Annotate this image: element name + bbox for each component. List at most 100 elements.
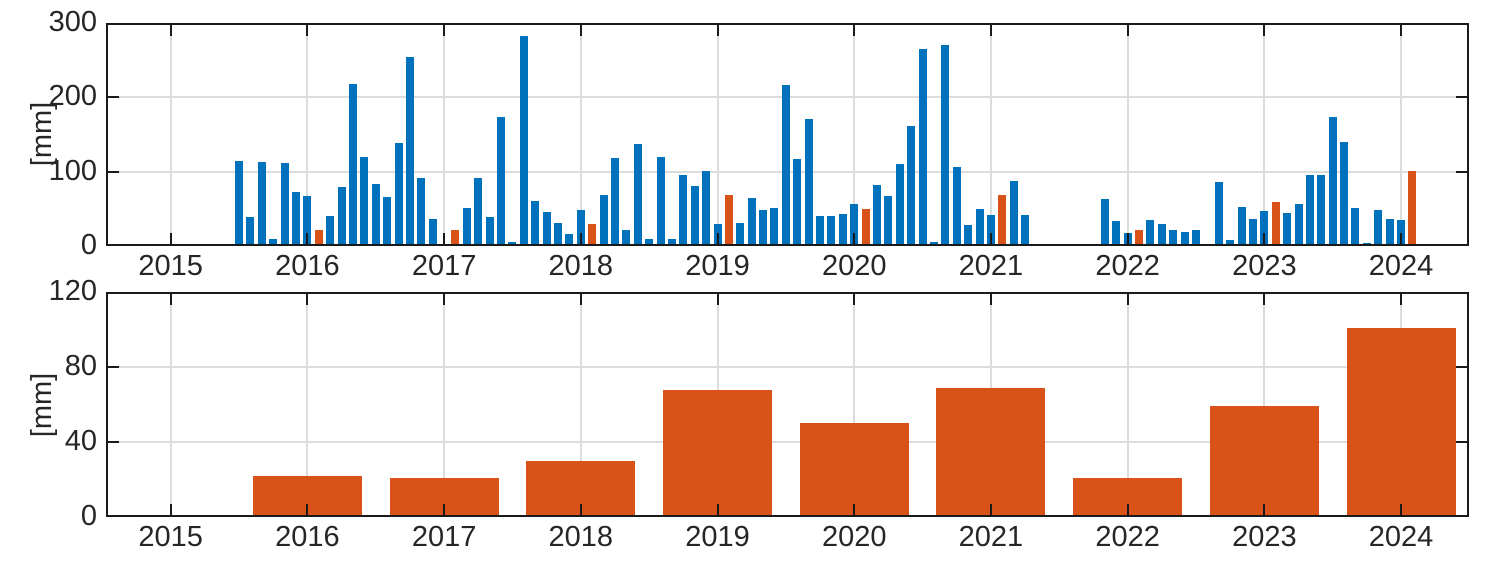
bar-2018-05 xyxy=(622,230,631,246)
x-tick-label-2021: 2021 xyxy=(958,521,1024,553)
bar-2022-12 xyxy=(1248,218,1257,246)
bar-2023-11 xyxy=(1374,210,1383,246)
bar-2015-08 xyxy=(246,217,255,246)
v-gridline-2015 xyxy=(169,23,172,246)
x-tick-top-2021 xyxy=(989,23,992,36)
x-tick-top-2016 xyxy=(306,23,309,36)
y-tick-label-40: 40 xyxy=(64,425,97,457)
x-tick-bottom-2024 xyxy=(1400,504,1403,517)
bar-2021-02 xyxy=(998,194,1007,246)
v-gridline-2018 xyxy=(579,292,582,517)
bar-2022-07 xyxy=(1191,230,1200,246)
bar-2016-03 xyxy=(326,216,335,246)
x-tick-top-2015 xyxy=(169,292,172,305)
bar-2016-06 xyxy=(360,156,369,246)
bar-2022-06 xyxy=(1180,231,1189,246)
x-tick-label-2022: 2022 xyxy=(1095,250,1160,282)
x-tick-label-2016: 2016 xyxy=(275,250,340,282)
y-tick-label-120: 120 xyxy=(48,275,97,307)
y-tick-label-300: 300 xyxy=(48,6,97,38)
bar-2018-04 xyxy=(610,157,619,246)
bar-2023-04 xyxy=(1294,203,1303,246)
x-tick-bottom-2024 xyxy=(1400,233,1403,246)
bar-2016-04 xyxy=(337,187,346,246)
v-gridline-2019 xyxy=(716,23,719,246)
bar-2021-11 xyxy=(1100,199,1109,246)
bar-2016-07 xyxy=(371,184,380,246)
y-tick-label-200: 200 xyxy=(48,80,97,113)
x-tick-bottom-2022 xyxy=(1126,233,1129,246)
x-tick-bottom-2015 xyxy=(169,233,172,246)
x-tick-label-2018: 2018 xyxy=(548,521,614,553)
x-tick-label-2020: 2020 xyxy=(821,521,887,553)
bar-2019-11 xyxy=(827,216,836,246)
v-gridline-2016 xyxy=(306,292,309,517)
x-tick-label-2023: 2023 xyxy=(1232,250,1297,282)
bar-2020-05 xyxy=(895,164,904,246)
x-tick-bottom-2022 xyxy=(1126,504,1129,517)
x-tick-label-2024: 2024 xyxy=(1368,250,1434,282)
bar-2015-12 xyxy=(291,192,300,246)
bar-2020-06 xyxy=(907,126,916,246)
h-gridline-40 xyxy=(106,441,1469,443)
x-tick-top-2023 xyxy=(1263,292,1266,305)
bar-2021-01 xyxy=(986,214,995,246)
bar-2018-01 xyxy=(576,210,585,246)
bar-2017-02 xyxy=(451,230,460,246)
bar-2022-10 xyxy=(1226,240,1235,246)
bar-2022-09 xyxy=(1214,182,1223,246)
x-tick-top-2016 xyxy=(306,292,309,305)
x-tick-top-2024 xyxy=(1400,292,1403,305)
bar-2017-04 xyxy=(474,178,483,246)
bar-2019-04 xyxy=(747,198,756,246)
bar-2023-09 xyxy=(1351,208,1360,246)
bar-2020-03 xyxy=(872,185,881,246)
y-tick-left-80 xyxy=(106,366,119,368)
bar-2023-12 xyxy=(1385,218,1394,246)
plot-area-yearly xyxy=(106,292,1469,517)
y-tick-left-40 xyxy=(106,441,119,443)
v-gridline-2023 xyxy=(1263,23,1266,246)
x-tick-label-2017: 2017 xyxy=(411,521,477,553)
x-tick-label-2022: 2022 xyxy=(1095,521,1160,553)
x-tick-bottom-2023 xyxy=(1263,233,1266,246)
feb-bar-2021 xyxy=(936,387,1046,517)
bar-2016-09 xyxy=(394,142,403,246)
v-gridline-2022 xyxy=(1126,292,1129,517)
x-tick-label-2019: 2019 xyxy=(685,250,750,282)
v-gridline-2020 xyxy=(853,23,856,246)
bar-2023-01 xyxy=(1260,211,1269,246)
x-tick-label-2023: 2023 xyxy=(1232,521,1297,553)
x-tick-top-2020 xyxy=(853,292,856,305)
x-tick-bottom-2021 xyxy=(989,233,992,246)
bar-2021-03 xyxy=(1009,180,1018,246)
bar-2024-02 xyxy=(1408,170,1417,246)
x-tick-bottom-2018 xyxy=(579,233,582,246)
x-tick-bottom-2020 xyxy=(853,504,856,517)
x-tick-top-2017 xyxy=(443,292,446,305)
x-tick-label-2020: 2020 xyxy=(821,250,887,282)
y-axis-label-top: [mm] xyxy=(26,101,58,167)
x-tick-top-2020 xyxy=(853,23,856,36)
bar-2019-08 xyxy=(793,159,802,246)
bar-2018-08 xyxy=(656,156,665,246)
x-tick-bottom-2016 xyxy=(306,233,309,246)
bar-2020-07 xyxy=(918,49,927,246)
bar-2023-02 xyxy=(1271,202,1280,246)
bar-2018-12 xyxy=(702,170,711,246)
y-tick-left-100 xyxy=(106,170,119,173)
x-tick-label-2021: 2021 xyxy=(958,250,1024,282)
x-tick-label-2018: 2018 xyxy=(548,250,614,282)
x-tick-top-2022 xyxy=(1126,23,1129,36)
bar-2017-09 xyxy=(531,201,540,246)
feb-bar-2020 xyxy=(799,423,909,517)
y-tick-label-0: 0 xyxy=(80,500,97,532)
bar-2020-12 xyxy=(975,208,984,246)
x-tick-top-2024 xyxy=(1400,23,1403,36)
bar-2020-11 xyxy=(964,225,973,246)
v-gridline-2018 xyxy=(579,23,582,246)
bar-2017-06 xyxy=(497,116,506,246)
bar-2016-02 xyxy=(314,229,323,246)
x-tick-bottom-2017 xyxy=(443,233,446,246)
y-tick-left-200 xyxy=(106,96,119,99)
